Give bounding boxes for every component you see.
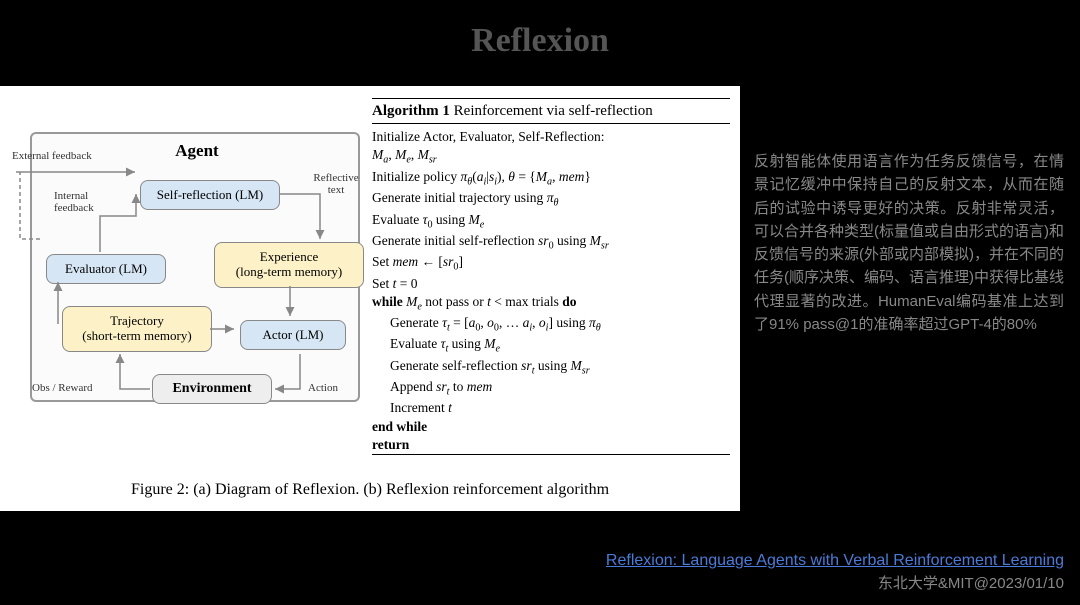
algorithm-line: return <box>372 436 730 454</box>
action-label: Action <box>308 382 338 394</box>
algorithm-line: Generate initial self-reflection sr0 usi… <box>372 232 730 253</box>
self-reflection-node: Self-reflection (LM) <box>140 180 280 210</box>
algorithm-line: Evaluate τ0 using Me <box>372 211 730 232</box>
algorithm-line: while Me not pass or t < max trials do <box>372 293 730 314</box>
algorithm-line: Increment t <box>372 399 730 417</box>
algorithm-number: Algorithm 1 <box>372 103 450 119</box>
slide: Reflexion Agent Self-reflection (LM) Eva… <box>0 0 1080 605</box>
obs-reward-label: Obs / Reward <box>32 382 93 394</box>
external-feedback-label: External feedback <box>12 150 92 162</box>
evaluator-node: Evaluator (LM) <box>46 254 166 284</box>
figure-caption: Figure 2: (a) Diagram of Reflexion. (b) … <box>0 481 740 499</box>
algorithm-line: Initialize Actor, Evaluator, Self-Reflec… <box>372 128 730 146</box>
agent-label: Agent <box>137 141 257 161</box>
algorithm-name: Reinforcement via self-reflection <box>450 103 653 119</box>
internal-feedback-label: Internalfeedback <box>54 190 114 214</box>
paper-link[interactable]: Reflexion: Language Agents with Verbal R… <box>606 552 1064 569</box>
algorithm-line: Initialize policy πθ(ai|si), θ = {Ma, me… <box>372 168 730 189</box>
algorithm-line: Generate self-reflection srt using Msr <box>372 357 730 378</box>
footer-source: 东北大学&MIT@2023/01/10 <box>606 572 1064 593</box>
algorithm-body: Initialize Actor, Evaluator, Self-Reflec… <box>372 124 730 455</box>
reflexion-diagram: Agent Self-reflection (LM) Evaluator (LM… <box>10 104 365 464</box>
actor-node: Actor (LM) <box>240 320 346 350</box>
experience-node: Experience(long-term memory) <box>214 242 364 288</box>
algorithm-line: Generate τt = [a0, o0, … ai, oi] using π… <box>372 314 730 335</box>
slide-title: Reflexion <box>0 22 1080 60</box>
algorithm-block: Algorithm 1 Reinforcement via self-refle… <box>372 98 730 458</box>
footer: Reflexion: Language Agents with Verbal R… <box>606 552 1064 593</box>
trajectory-node: Trajectory(short-term memory) <box>62 306 212 352</box>
algorithm-line: Set mem ← [sr0] <box>372 253 730 274</box>
algorithm-line: Append srt to mem <box>372 378 730 399</box>
figure-panel: Agent Self-reflection (LM) Evaluator (LM… <box>0 86 740 511</box>
environment-node: Environment <box>152 374 272 404</box>
algorithm-line: Set t = 0 <box>372 275 730 293</box>
algorithm-line: Generate initial trajectory using πθ <box>372 189 730 210</box>
experience-label: Experience(long-term memory) <box>236 250 343 280</box>
trajectory-label: Trajectory(short-term memory) <box>82 314 191 344</box>
reflective-text-label: Reflectivetext <box>306 172 366 196</box>
algorithm-title: Algorithm 1 Reinforcement via self-refle… <box>372 98 730 124</box>
algorithm-line: Ma, Me, Msr <box>372 146 730 167</box>
algorithm-line: Evaluate τt using Me <box>372 335 730 356</box>
sidebar-description: 反射智能体使用语言作为任务反馈信号，在情景记忆缓冲中保持自己的反射文本，从而在随… <box>754 150 1064 336</box>
algorithm-line: end while <box>372 418 730 436</box>
